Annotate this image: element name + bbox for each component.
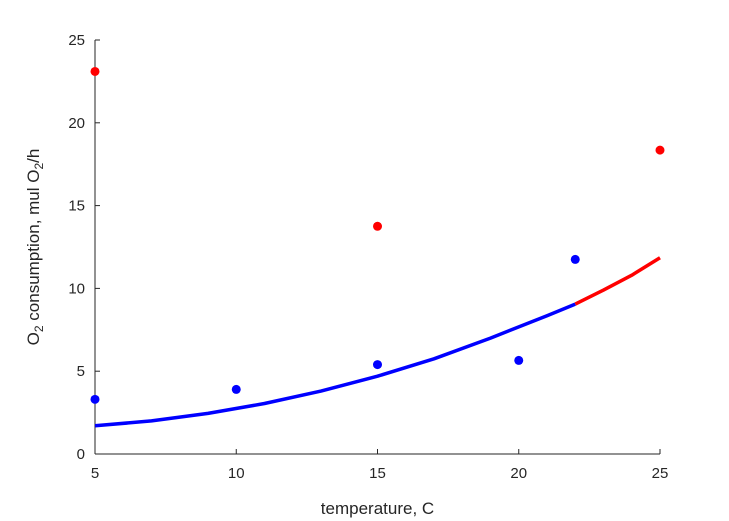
data-point-blue — [373, 360, 382, 370]
fit-curve-red — [574, 256, 661, 306]
x-axis-title: temperature, C — [321, 499, 434, 518]
x-tick-label: 25 — [652, 465, 669, 482]
series-lines — [94, 256, 661, 428]
y-tick-label: 20 — [68, 115, 85, 132]
y-tick-label: 0 — [77, 446, 85, 463]
x-tick-label: 15 — [369, 465, 386, 482]
y-axis-title: O2 consumption, mul O2/h — [24, 149, 46, 346]
data-point-blue — [514, 355, 524, 365]
fit-curve-blue — [94, 302, 576, 428]
data-point-blue — [90, 394, 100, 404]
y-tick-label: 10 — [68, 280, 85, 297]
y-tick-label: 5 — [77, 363, 85, 380]
y-title-subscript: 2 — [32, 163, 46, 170]
data-point-blue — [570, 254, 580, 264]
data-point-red — [373, 221, 382, 231]
axes — [94, 40, 660, 455]
data-point-red — [90, 66, 100, 76]
x-tick-label: 10 — [228, 465, 245, 482]
data-point-red — [655, 145, 665, 155]
y-title-text: consumption, mul O — [24, 170, 43, 326]
y-tick-label: 15 — [68, 198, 85, 215]
y-title-text: /h — [24, 149, 43, 163]
y-tick-label: 25 — [68, 32, 85, 49]
data-point-blue — [231, 384, 241, 394]
x-tick-label: 5 — [91, 465, 99, 482]
y-title-subscript: 2 — [32, 325, 46, 332]
y-title-text: O — [24, 332, 43, 345]
series-points — [90, 66, 665, 404]
x-tick-label: 20 — [510, 465, 527, 482]
